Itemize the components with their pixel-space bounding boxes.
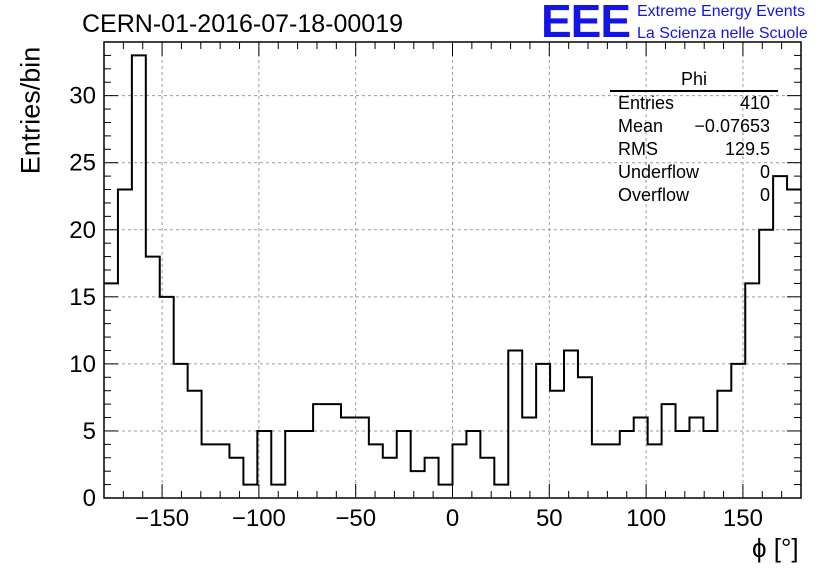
y-tick-label: 30	[69, 83, 96, 110]
histogram-bin	[243, 485, 257, 498]
histogram-bin	[313, 404, 327, 498]
histogram-bin	[689, 418, 703, 498]
histogram-bin	[787, 190, 801, 498]
histogram-step-line	[104, 54, 801, 486]
histogram-bin	[745, 283, 759, 498]
x-tick-label: 150	[723, 505, 763, 532]
histogram-bin	[578, 377, 592, 498]
histogram-bin	[397, 431, 411, 498]
stats-title: Phi	[610, 70, 778, 92]
histogram-bin	[648, 444, 662, 498]
axis-ticks	[103, 41, 802, 499]
x-tick-labels: −150 −100 −50 0 50 100 150	[135, 505, 763, 532]
histogram-bin	[676, 431, 690, 498]
x-tick-label: 50	[536, 505, 563, 532]
histogram-bin	[327, 404, 341, 498]
histogram-bin	[439, 485, 453, 498]
y-tick-labels: 0 5 10 15 20 25 30	[69, 83, 96, 512]
histogram-bin	[229, 458, 243, 498]
histogram-bin	[355, 418, 369, 498]
histogram-bin	[132, 55, 146, 498]
histogram-bin	[662, 404, 676, 498]
eee-logo-mark: EEE	[541, 0, 631, 47]
histogram-bin	[411, 471, 425, 498]
histogram-bin	[620, 431, 634, 498]
histogram-bin	[466, 431, 480, 498]
histogram-bin	[550, 391, 564, 498]
stats-row-rms: RMS 129.5	[610, 138, 778, 161]
histogram-bin	[341, 418, 355, 498]
histogram-bin	[453, 444, 467, 498]
histogram-bin	[564, 350, 578, 498]
histogram-bin	[703, 431, 717, 498]
histogram-bin	[146, 257, 160, 498]
y-tick-label: 15	[69, 284, 96, 311]
x-tick-label: 100	[626, 505, 666, 532]
stats-row-underflow: Underflow 0	[610, 161, 778, 184]
stats-row-overflow: Overflow 0	[610, 184, 778, 207]
histogram-bin	[606, 444, 620, 498]
logo-line-2: La Scienza nelle Scuole	[637, 25, 808, 42]
histogram-bin	[480, 458, 494, 498]
stats-value: 0	[759, 185, 770, 205]
x-tick-label: −100	[232, 505, 286, 532]
stats-value: −0.07653	[694, 116, 770, 136]
histogram-bin	[285, 431, 299, 498]
x-tick-label: −50	[335, 505, 376, 532]
x-axis-label: ϕ [°]	[752, 533, 799, 563]
y-tick-label: 0	[83, 485, 96, 512]
histogram-bin	[592, 444, 606, 498]
histogram-bin	[369, 444, 383, 498]
histogram-bin	[494, 485, 508, 498]
x-tick-label: −150	[135, 505, 189, 532]
histogram-bin	[773, 176, 787, 498]
histogram-bin	[202, 444, 216, 498]
y-tick-label: 10	[69, 351, 96, 378]
stats-label: Overflow	[618, 185, 690, 205]
stats-label: RMS	[618, 139, 658, 159]
logo-line-1: Extreme Energy Events	[637, 3, 806, 20]
histogram-bin	[216, 444, 230, 498]
stats-box: Phi Entries 410 Mean −0.07653 RMS 129.5 …	[610, 70, 778, 207]
histogram-bin	[634, 418, 648, 498]
stats-value: 0	[759, 162, 770, 182]
grid-lines	[104, 42, 801, 498]
plot-title: CERN-01-2016-07-18-00019	[82, 10, 404, 38]
histogram-bin	[299, 431, 313, 498]
stats-value: 410	[739, 93, 770, 113]
stats-label: Mean	[618, 116, 664, 136]
y-tick-label: 20	[69, 217, 96, 244]
histogram-bin	[522, 418, 536, 498]
histogram-bin	[118, 190, 132, 498]
histogram-bin	[257, 431, 271, 498]
histogram-bin	[717, 391, 731, 498]
histogram-bin	[425, 458, 439, 498]
stats-row-entries: Entries 410	[610, 92, 778, 115]
y-tick-label: 25	[69, 150, 96, 177]
histogram-bin	[508, 350, 522, 498]
y-axis-label: Entries/bin	[15, 46, 46, 175]
stats-row-mean: Mean −0.07653	[610, 115, 778, 138]
histogram-bin	[188, 391, 202, 498]
histogram-bin	[174, 364, 188, 498]
x-tick-label: 0	[446, 505, 459, 532]
stats-label: Underflow	[618, 162, 700, 182]
stats-value: 129.5	[724, 139, 770, 159]
stats-label: Entries	[618, 93, 675, 113]
y-tick-label: 5	[83, 418, 96, 445]
